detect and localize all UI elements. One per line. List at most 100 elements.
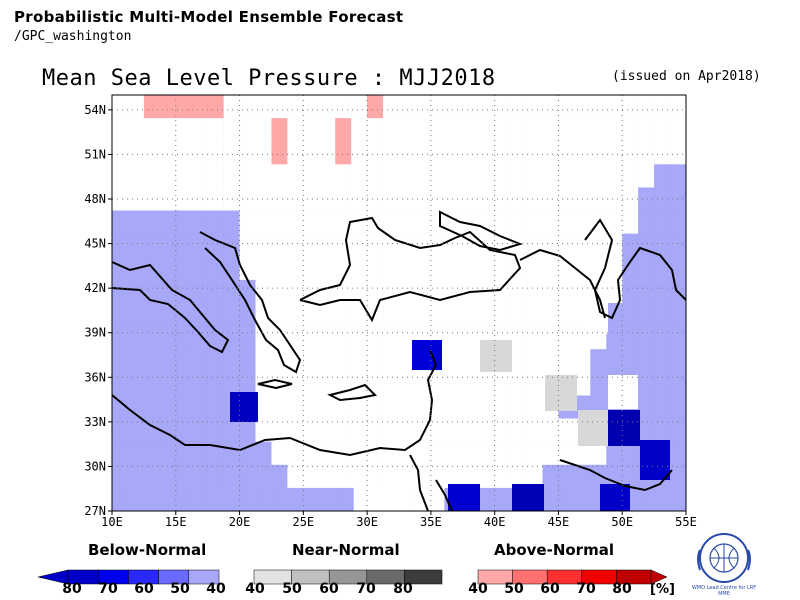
grid-cell	[255, 118, 272, 142]
grid-cell	[590, 118, 607, 142]
grid-cell	[239, 279, 256, 304]
grid-cell	[446, 95, 464, 119]
grid-cell	[654, 164, 671, 188]
grid-cell-accent	[578, 410, 610, 446]
grid-cell	[510, 303, 527, 327]
grid-cell	[367, 279, 384, 304]
grid-cell	[353, 487, 370, 512]
grid-cell	[478, 141, 495, 165]
grid-cell	[494, 164, 511, 188]
grid-cell	[367, 418, 384, 442]
grid-cell	[335, 256, 352, 281]
grid-cell	[542, 349, 559, 373]
lat-tick-label: 54N	[84, 103, 106, 117]
grid-cell	[558, 210, 575, 234]
grid-cell	[112, 303, 129, 327]
grid-cell	[478, 441, 495, 466]
grid-cell	[574, 464, 591, 489]
grid-cell	[383, 395, 400, 419]
grid-cell	[542, 256, 559, 281]
grid-cell	[127, 141, 145, 165]
grid-cell	[494, 141, 511, 165]
grid-cell	[271, 279, 288, 304]
grid-cell	[319, 118, 336, 142]
grid-cell	[542, 141, 559, 165]
legend-swatch-below	[188, 569, 220, 585]
grid-cell	[159, 441, 177, 466]
legend-near-title: Near-Normal	[292, 541, 400, 559]
grid-cell	[590, 464, 607, 489]
grid-cell	[478, 95, 495, 119]
grid-cell	[510, 279, 527, 304]
grid-cell	[462, 95, 480, 119]
grid-cell	[654, 372, 671, 396]
grid-cell	[191, 210, 208, 234]
grid-cell	[351, 326, 368, 350]
grid-cell	[606, 441, 623, 466]
grid-cell	[287, 418, 304, 442]
grid-cell	[175, 441, 193, 466]
grid-cell	[191, 279, 208, 304]
grid-cell	[223, 441, 240, 466]
grid-cell	[112, 279, 129, 304]
grid-cell	[303, 164, 320, 188]
grid-cell	[112, 141, 129, 165]
grid-cell	[462, 118, 480, 142]
grid-cell	[271, 464, 288, 489]
grid-cell	[638, 187, 655, 211]
grid-cell	[606, 187, 623, 211]
grid-cell	[510, 210, 527, 234]
grid-cell	[526, 395, 543, 419]
grid-cell	[239, 95, 256, 119]
grid-cell	[399, 256, 416, 281]
grid-cell	[446, 372, 464, 396]
grid-cell	[478, 418, 495, 442]
grid-cell	[494, 95, 511, 119]
grid-cell	[526, 210, 543, 234]
grid-cell	[367, 141, 384, 165]
grid-cell	[319, 441, 336, 466]
grid-cell	[542, 303, 559, 327]
grid-cell	[367, 256, 384, 281]
grid-cell	[638, 141, 655, 165]
grid-cell	[175, 256, 193, 281]
grid-cell	[574, 95, 591, 119]
grid-cell	[319, 141, 336, 165]
grid-cell	[175, 187, 193, 211]
grid-cell	[319, 326, 336, 350]
grid-cell	[127, 418, 145, 442]
grid-cell	[526, 187, 543, 211]
grid-cell-accent	[512, 484, 544, 511]
grid-cell	[574, 164, 591, 188]
grid-cell	[478, 395, 495, 419]
grid-cell	[478, 164, 495, 188]
grid-cell	[112, 326, 129, 350]
lon-tick-label: 20E	[229, 515, 251, 529]
legend-swatch-near	[328, 569, 368, 585]
grid-cell	[430, 418, 448, 442]
legend-swatch-near	[253, 569, 292, 585]
grid-cell	[351, 141, 368, 165]
grid-cell	[367, 233, 384, 258]
lon-tick-label: 35E	[420, 515, 442, 529]
grid-cell	[271, 164, 288, 188]
legend-label-near: 70	[356, 581, 376, 597]
grid-cell	[399, 395, 416, 419]
grid-cell	[638, 95, 655, 119]
grid-cell	[351, 187, 368, 211]
coastline	[257, 378, 293, 390]
grid-cell	[255, 164, 272, 188]
grid-cell	[207, 118, 224, 142]
grid-cell	[462, 326, 480, 350]
grid-cell	[430, 303, 448, 327]
grid-cell	[590, 164, 607, 188]
lon-tick-label: 50E	[611, 515, 633, 529]
grid-cell	[319, 395, 336, 419]
grid-cell	[622, 210, 639, 234]
grid-cell	[255, 95, 272, 119]
grid-cell	[462, 395, 480, 419]
grid-cell	[351, 279, 368, 304]
grid-cell	[494, 279, 511, 304]
grid-cell	[478, 303, 495, 327]
grid-cell	[494, 210, 511, 234]
